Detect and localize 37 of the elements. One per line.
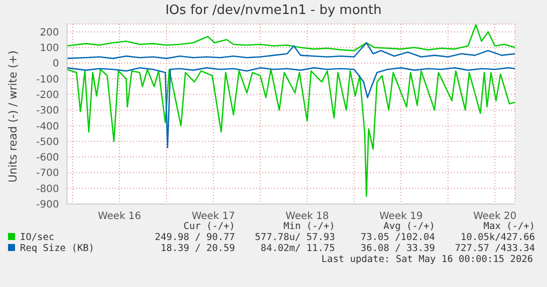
- x-tick-label: Week 20: [473, 211, 517, 222]
- y-tick-label: 200: [40, 27, 59, 38]
- legend-label: IO/sec: [19, 232, 56, 243]
- text: 10.05k/427.66: [460, 232, 535, 243]
- y-tick-label: -200: [36, 90, 59, 101]
- text: 84.02m/ 11.75: [260, 243, 335, 254]
- x-tick-label: Week 19: [379, 211, 423, 222]
- y-tick-label: -300: [36, 106, 59, 117]
- text: 249.98 / 90.77: [154, 232, 235, 243]
- text: 18.39 / 20.59: [160, 243, 235, 254]
- y-tick-label: -600: [36, 152, 59, 164]
- x-tick-label: Week 18: [286, 211, 329, 222]
- y-tick-label: 100: [40, 43, 59, 54]
- y-tick-label: -500: [36, 136, 59, 148]
- text: Min (-/+): [282, 221, 335, 232]
- text: 36.08 / 33.39: [360, 243, 435, 254]
- y-tick-label: -900: [36, 200, 59, 211]
- text: 73.05 /102.04: [360, 232, 435, 243]
- y-tick-label: -400: [36, 121, 59, 132]
- y-tick-label: -100: [36, 74, 59, 86]
- y-tick-label: 0: [52, 58, 59, 70]
- line-series: [67, 42, 515, 60]
- line-series: [67, 68, 515, 197]
- x-tick-label: Week 16: [98, 211, 142, 222]
- line-series: [67, 67, 515, 148]
- y-tick-label: -800: [36, 184, 59, 195]
- y-tick-label: -700: [36, 168, 59, 180]
- text: Cur (-/+): [182, 221, 235, 232]
- text: Avg (-/+): [382, 221, 435, 232]
- text: 727.57 /433.34: [454, 243, 535, 254]
- text: 577.78u/ 57.93: [254, 232, 335, 243]
- y-axis-title: Units read (-) / write (+): [6, 49, 20, 185]
- text: Last update: Sat May 16 00:00:15 2026: [320, 254, 533, 265]
- x-tick-label: Week 17: [192, 211, 236, 222]
- text: Max (-/+): [482, 221, 535, 232]
- chart-title: IOs for /dev/nvme1n1 - by month: [164, 3, 383, 18]
- legend-label: Req Size (KB): [19, 243, 96, 254]
